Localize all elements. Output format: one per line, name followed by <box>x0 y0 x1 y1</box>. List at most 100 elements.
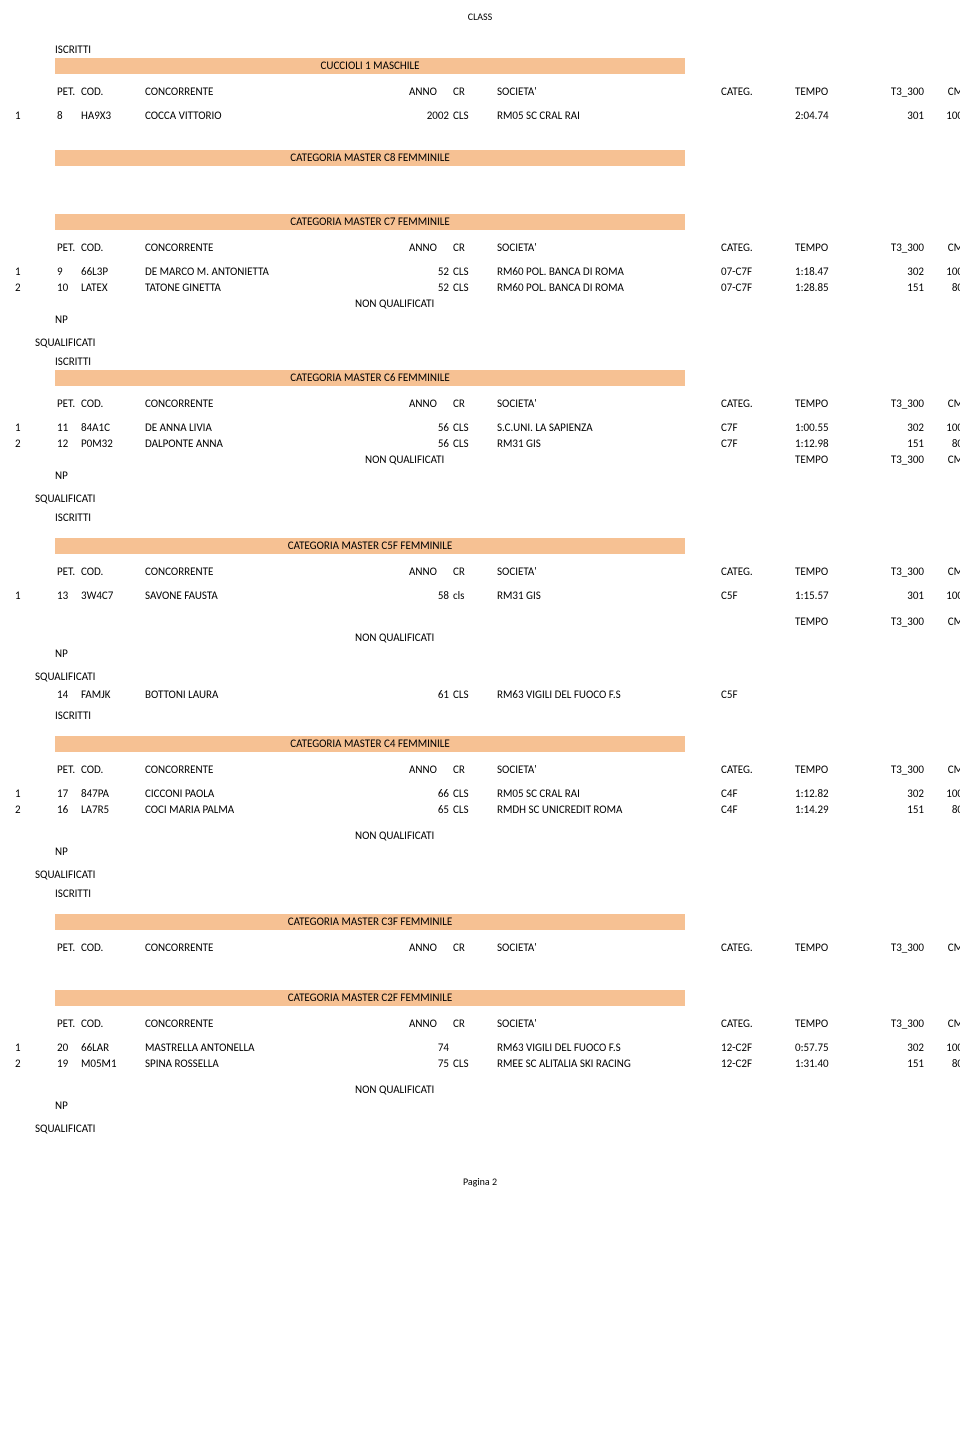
t3: 302 <box>869 786 924 802</box>
column-headers: PET. COD. CONCORRENTE ANNO CR SOCIETA' C… <box>15 564 945 580</box>
squalificati-label: SQUALIFICATI <box>35 336 945 349</box>
pet: 8 <box>37 108 77 124</box>
result-row: 2 16 LA7R5 COCI MARIA PALMA 65 CLS RMDH … <box>15 802 945 818</box>
hdr-pet: PET. <box>37 396 77 412</box>
result-row: 2 19 M05M1 SPINA ROSSELLA 75 CLS RMEE SC… <box>15 1056 945 1072</box>
hdr-pet: PET. <box>37 762 77 778</box>
t3: 151 <box>869 436 924 452</box>
tail-cm: CM <box>928 614 960 630</box>
concorrente: SAVONE FAUSTA <box>145 588 405 604</box>
societa: RM31 GIS <box>497 436 717 452</box>
anno: 65 <box>409 802 449 818</box>
t3: 302 <box>869 1040 924 1056</box>
cm: 100 <box>928 108 960 124</box>
non-qualificati-label: NON QUALIFICATI <box>355 1082 945 1098</box>
category-bar: CATEGORIA MASTER C3F FEMMINILE <box>55 914 685 930</box>
cr: CLS <box>453 687 493 703</box>
cod: LATEX <box>81 280 141 296</box>
result-row: 1 9 66L3P DE MARCO M. ANTONIETTA 52 CLS … <box>15 264 945 280</box>
hdr-tempo: TEMPO <box>795 762 865 778</box>
cr: CLS <box>453 1056 493 1072</box>
page-header: CLASS <box>15 10 945 23</box>
hdr-t3: T3_300 <box>869 940 924 956</box>
concorrente: SPINA ROSSELLA <box>145 1056 405 1072</box>
hdr-concorrente: CONCORRENTE <box>145 940 405 956</box>
concorrente: DALPONTE ANNA <box>145 436 405 452</box>
cod: FAMJK <box>81 687 141 703</box>
pet: 14 <box>37 687 77 703</box>
rank: 2 <box>15 1056 33 1072</box>
hdr-tempo: TEMPO <box>795 564 865 580</box>
hdr-anno: ANNO <box>409 564 449 580</box>
concorrente: BOTTONI LAURA <box>145 687 405 703</box>
hdr-anno: ANNO <box>409 240 449 256</box>
tail-row: NON QUALIFICATI TEMPO T3_300 CM <box>15 452 945 468</box>
np-label: NP <box>55 844 945 860</box>
cod: HA9X3 <box>81 108 141 124</box>
cr: CLS <box>453 420 493 436</box>
hdr-cod: COD. <box>81 940 141 956</box>
hdr-tempo: TEMPO <box>795 1016 865 1032</box>
cm: 100 <box>928 786 960 802</box>
column-headers: PET. COD. CONCORRENTE ANNO CR SOCIETA' C… <box>15 940 945 956</box>
anno: 75 <box>409 1056 449 1072</box>
hdr-cr: CR <box>453 564 493 580</box>
cr: CLS <box>453 280 493 296</box>
hdr-pet: PET. <box>37 84 77 100</box>
hdr-categ: CATEG. <box>721 762 791 778</box>
concorrente: DE ANNA LIVIA <box>145 420 405 436</box>
cr: CLS <box>453 108 493 124</box>
t3: 302 <box>869 420 924 436</box>
t3: 151 <box>869 1056 924 1072</box>
hdr-societa: SOCIETA' <box>497 240 717 256</box>
category-bar: CATEGORIA MASTER C5F FEMMINILE <box>55 538 685 554</box>
societa: RMDH SC UNICREDIT ROMA <box>497 802 717 818</box>
hdr-tempo: TEMPO <box>795 84 865 100</box>
tempo: 1:31.40 <box>795 1056 865 1072</box>
tempo: 1:28.85 <box>795 280 865 296</box>
column-headers: PET. COD. CONCORRENTE ANNO CR SOCIETA' C… <box>15 762 945 778</box>
hdr-concorrente: CONCORRENTE <box>145 84 405 100</box>
societa: RM63 VIGILI DEL FUOCO F.S <box>497 1040 717 1056</box>
np-label: NP <box>55 1098 945 1114</box>
tail-t3: T3_300 <box>869 614 924 630</box>
hdr-t3: T3_300 <box>869 1016 924 1032</box>
tail-tempo: TEMPO <box>795 452 865 468</box>
anno: 52 <box>409 280 449 296</box>
hdr-concorrente: CONCORRENTE <box>145 396 405 412</box>
cm: 80 <box>928 1056 960 1072</box>
hdr-t3: T3_300 <box>869 84 924 100</box>
tail-t3: T3_300 <box>869 452 924 468</box>
result-row: 2 10 LATEX TATONE GINETTA 52 CLS RM60 PO… <box>15 280 945 296</box>
anno: 52 <box>409 264 449 280</box>
anno: 56 <box>409 436 449 452</box>
cm: 80 <box>928 436 960 452</box>
societa: RMEE SC ALITALIA SKI RACING <box>497 1056 717 1072</box>
result-row: 1 8 HA9X3 COCCA VITTORIO 2002 CLS RM05 S… <box>15 108 945 124</box>
pet: 13 <box>37 588 77 604</box>
hdr-tempo: TEMPO <box>795 396 865 412</box>
concorrente: COCCA VITTORIO <box>145 108 405 124</box>
cr: CLS <box>453 264 493 280</box>
categ: C7F <box>721 420 791 436</box>
categ: C5F <box>721 687 791 703</box>
tempo: 1:18.47 <box>795 264 865 280</box>
category-bar: CATEGORIA MASTER C2F FEMMINILE <box>55 990 685 1006</box>
result-row: 2 12 P0M32 DALPONTE ANNA 56 CLS RM31 GIS… <box>15 436 945 452</box>
cod: 66L3P <box>81 264 141 280</box>
result-row: 1 11 84A1C DE ANNA LIVIA 56 CLS S.C.UNI.… <box>15 420 945 436</box>
hdr-cod: COD. <box>81 564 141 580</box>
hdr-anno: ANNO <box>409 84 449 100</box>
pet: 19 <box>37 1056 77 1072</box>
hdr-pet: PET. <box>37 1016 77 1032</box>
t3: 302 <box>869 264 924 280</box>
column-headers: PET. COD. CONCORRENTE ANNO CR SOCIETA' C… <box>15 396 945 412</box>
cm: 100 <box>928 420 960 436</box>
anno: 74 <box>409 1040 449 1056</box>
tempo: 1:15.57 <box>795 588 865 604</box>
tempo: 1:12.98 <box>795 436 865 452</box>
hdr-t3: T3_300 <box>869 564 924 580</box>
categ: C7F <box>721 436 791 452</box>
societa: RM31 GIS <box>497 588 717 604</box>
hdr-societa: SOCIETA' <box>497 564 717 580</box>
